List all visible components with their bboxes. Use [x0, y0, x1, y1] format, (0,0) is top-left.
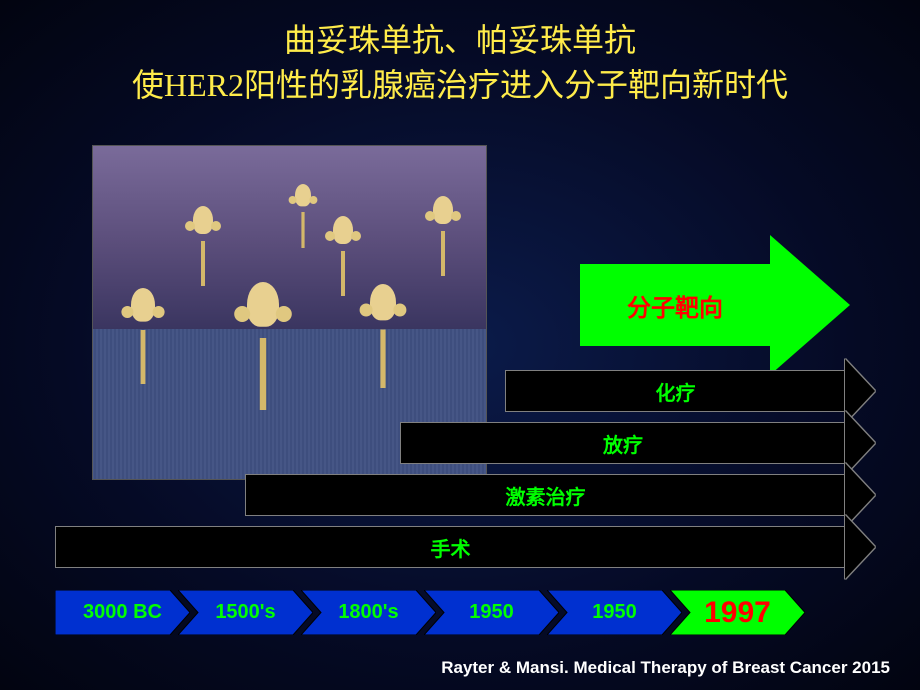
timeline-label: 1950 [469, 601, 514, 624]
timeline-chevron: 1950 [547, 590, 682, 635]
treatment-arrow-shaft: 化疗 [505, 370, 845, 412]
treatment-arrow-label: 化疗 [656, 377, 696, 406]
timeline-chevron: 1500's [178, 590, 313, 635]
treatment-arrow: 手术 [55, 526, 875, 568]
citation: Rayter & Mansi. Medical Therapy of Breas… [441, 658, 890, 678]
timeline-chevron: 1950 [424, 590, 559, 635]
molecular-target-arrow: 分子靶向 [580, 235, 850, 375]
treatment-arrow-shaft: 手术 [55, 526, 845, 568]
molecular-target-arrow-head [770, 235, 850, 375]
timeline-label: 1997 [704, 596, 771, 630]
treatment-arrow-label: 手术 [431, 533, 471, 562]
title-line-2: 使HER2阳性的乳腺癌治疗进入分子靶向新时代 [0, 63, 920, 108]
timeline-label: 1500's [215, 601, 275, 624]
treatment-arrow-label: 放疗 [603, 429, 643, 458]
treatment-arrow: 激素治疗 [245, 474, 875, 516]
molecular-target-label: 分子靶向 [627, 288, 723, 323]
timeline-chevron: 1800's [301, 590, 436, 635]
treatment-arrow: 化疗 [505, 370, 875, 412]
timeline-label: 1800's [338, 601, 398, 624]
treatment-arrow-head [845, 515, 875, 579]
treatment-arrow-shaft: 放疗 [400, 422, 845, 464]
slide-title: 曲妥珠单抗、帕妥珠单抗 使HER2阳性的乳腺癌治疗进入分子靶向新时代 [0, 0, 920, 108]
timeline-chevron: 3000 BC [55, 590, 190, 635]
treatment-arrow: 放疗 [400, 422, 875, 464]
timeline: 3000 BC 1500's 1800's 1950 1950 1997 [55, 590, 793, 635]
timeline-label: 3000 BC [83, 601, 162, 624]
title-line-1: 曲妥珠单抗、帕妥珠单抗 [0, 18, 920, 63]
molecular-target-arrow-shaft: 分子靶向 [580, 264, 770, 346]
timeline-label: 1950 [592, 601, 637, 624]
treatment-arrow-shaft: 激素治疗 [245, 474, 845, 516]
timeline-chevron: 1997 [670, 590, 805, 635]
treatment-arrow-label: 激素治疗 [506, 481, 586, 510]
